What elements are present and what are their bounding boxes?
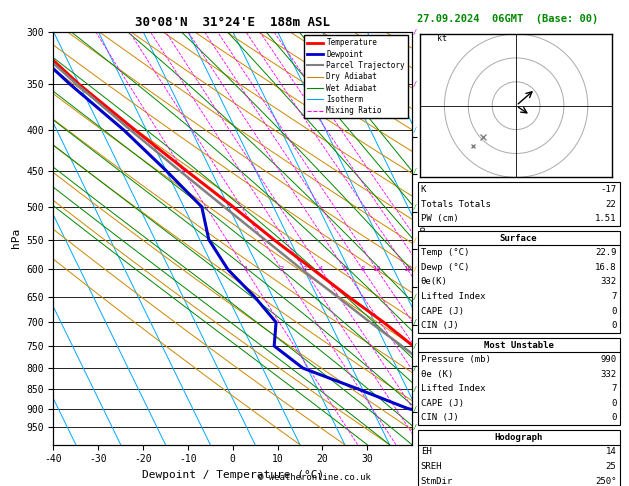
Text: 16: 16 xyxy=(403,266,412,273)
Text: Lifted Index: Lifted Index xyxy=(421,292,486,301)
Text: 22.9: 22.9 xyxy=(595,248,616,257)
Text: 0: 0 xyxy=(611,414,616,422)
Text: 27.09.2024  06GMT  (Base: 00): 27.09.2024 06GMT (Base: 00) xyxy=(417,14,598,24)
Text: 8: 8 xyxy=(360,266,365,273)
Title: 30°08'N  31°24'E  188m ASL: 30°08'N 31°24'E 188m ASL xyxy=(135,16,330,29)
Text: Pressure (mb): Pressure (mb) xyxy=(421,355,491,364)
Text: Mixing Ratio (g/kg): Mixing Ratio (g/kg) xyxy=(419,191,428,286)
Text: 14: 14 xyxy=(606,448,616,456)
Text: /: / xyxy=(413,343,417,349)
Text: 990: 990 xyxy=(600,355,616,364)
Text: 0: 0 xyxy=(611,399,616,408)
Text: 3: 3 xyxy=(302,266,306,273)
Text: Totals Totals: Totals Totals xyxy=(421,200,491,208)
Text: 16.8: 16.8 xyxy=(595,263,616,272)
Text: 0: 0 xyxy=(611,321,616,330)
Text: 0: 0 xyxy=(611,307,616,315)
Text: Lifted Index: Lifted Index xyxy=(421,384,486,393)
Text: CIN (J): CIN (J) xyxy=(421,414,459,422)
Text: /: / xyxy=(413,29,417,35)
Text: PW (cm): PW (cm) xyxy=(421,214,459,223)
Text: /: / xyxy=(413,266,417,273)
Y-axis label: km
ASL: km ASL xyxy=(446,238,462,258)
Text: 10: 10 xyxy=(372,266,381,273)
Text: /: / xyxy=(413,82,417,87)
Text: 2: 2 xyxy=(280,266,284,273)
Text: θe (K): θe (K) xyxy=(421,370,453,379)
X-axis label: Dewpoint / Temperature (°C): Dewpoint / Temperature (°C) xyxy=(142,470,324,480)
Text: /: / xyxy=(413,424,417,430)
Text: Most Unstable: Most Unstable xyxy=(484,341,554,349)
Text: /: / xyxy=(413,294,417,300)
Text: 250°: 250° xyxy=(595,477,616,486)
Text: 22: 22 xyxy=(606,200,616,208)
Text: © weatheronline.co.uk: © weatheronline.co.uk xyxy=(258,473,371,482)
Text: 25: 25 xyxy=(606,462,616,471)
Text: /: / xyxy=(413,405,417,412)
Text: Hodograph: Hodograph xyxy=(494,433,543,442)
Legend: Temperature, Dewpoint, Parcel Trajectory, Dry Adiabat, Wet Adiabat, Isotherm, Mi: Temperature, Dewpoint, Parcel Trajectory… xyxy=(304,35,408,118)
Text: 4: 4 xyxy=(319,266,323,273)
Text: 7: 7 xyxy=(611,384,616,393)
Text: /: / xyxy=(413,386,417,392)
Text: EH: EH xyxy=(421,448,431,456)
Text: StmDir: StmDir xyxy=(421,477,453,486)
Text: 1: 1 xyxy=(243,266,248,273)
Text: 1.51: 1.51 xyxy=(595,214,616,223)
Text: 332: 332 xyxy=(600,370,616,379)
Text: /: / xyxy=(413,319,417,325)
Text: /: / xyxy=(413,168,417,174)
Text: SREH: SREH xyxy=(421,462,442,471)
Text: /: / xyxy=(413,365,417,371)
Text: kt: kt xyxy=(437,34,447,43)
Text: CAPE (J): CAPE (J) xyxy=(421,399,464,408)
Text: -17: -17 xyxy=(600,185,616,194)
Text: CAPE (J): CAPE (J) xyxy=(421,307,464,315)
Text: Dewp (°C): Dewp (°C) xyxy=(421,263,469,272)
Text: /: / xyxy=(413,237,417,243)
Text: θe(K): θe(K) xyxy=(421,278,448,286)
Text: /: / xyxy=(413,127,417,133)
Text: 332: 332 xyxy=(600,278,616,286)
Text: Temp (°C): Temp (°C) xyxy=(421,248,469,257)
Text: 7: 7 xyxy=(611,292,616,301)
Text: 6: 6 xyxy=(343,266,347,273)
Text: /: / xyxy=(413,204,417,210)
Y-axis label: hPa: hPa xyxy=(11,228,21,248)
Text: Surface: Surface xyxy=(500,234,537,243)
Text: K: K xyxy=(421,185,426,194)
Text: CIN (J): CIN (J) xyxy=(421,321,459,330)
